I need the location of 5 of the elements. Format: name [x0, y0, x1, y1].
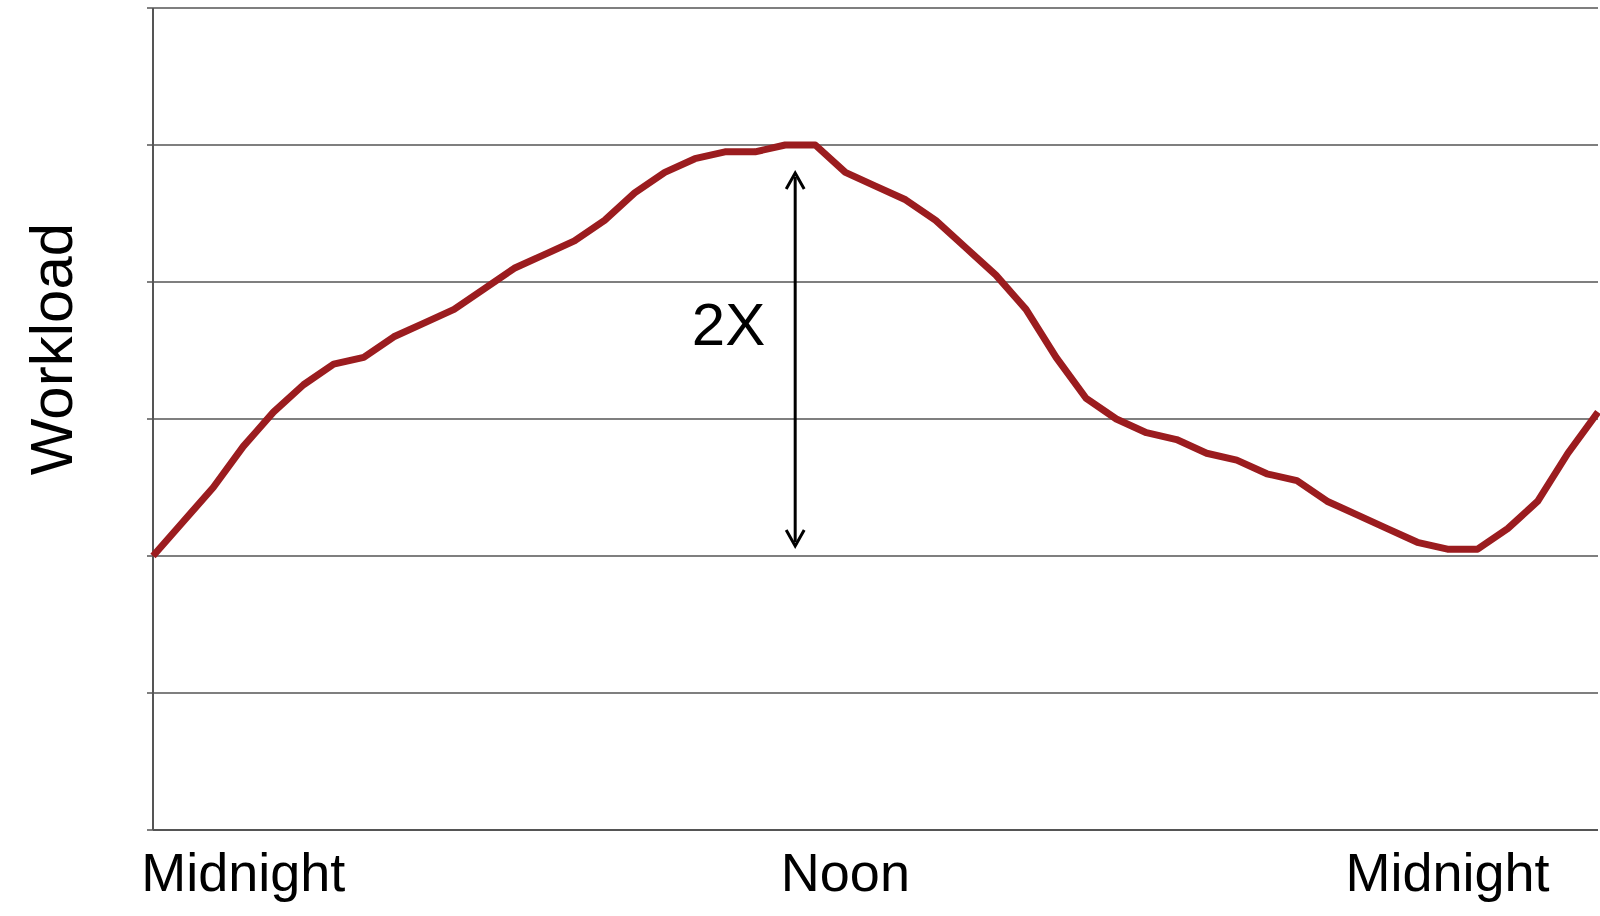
x-tick-label: Midnight: [1345, 842, 1550, 902]
annotation: 2X: [691, 290, 766, 358]
x-tick-label: Noon: [780, 842, 910, 902]
y-axis-title: Workload: [18, 222, 85, 476]
x-tick-label: Midnight: [141, 842, 346, 902]
